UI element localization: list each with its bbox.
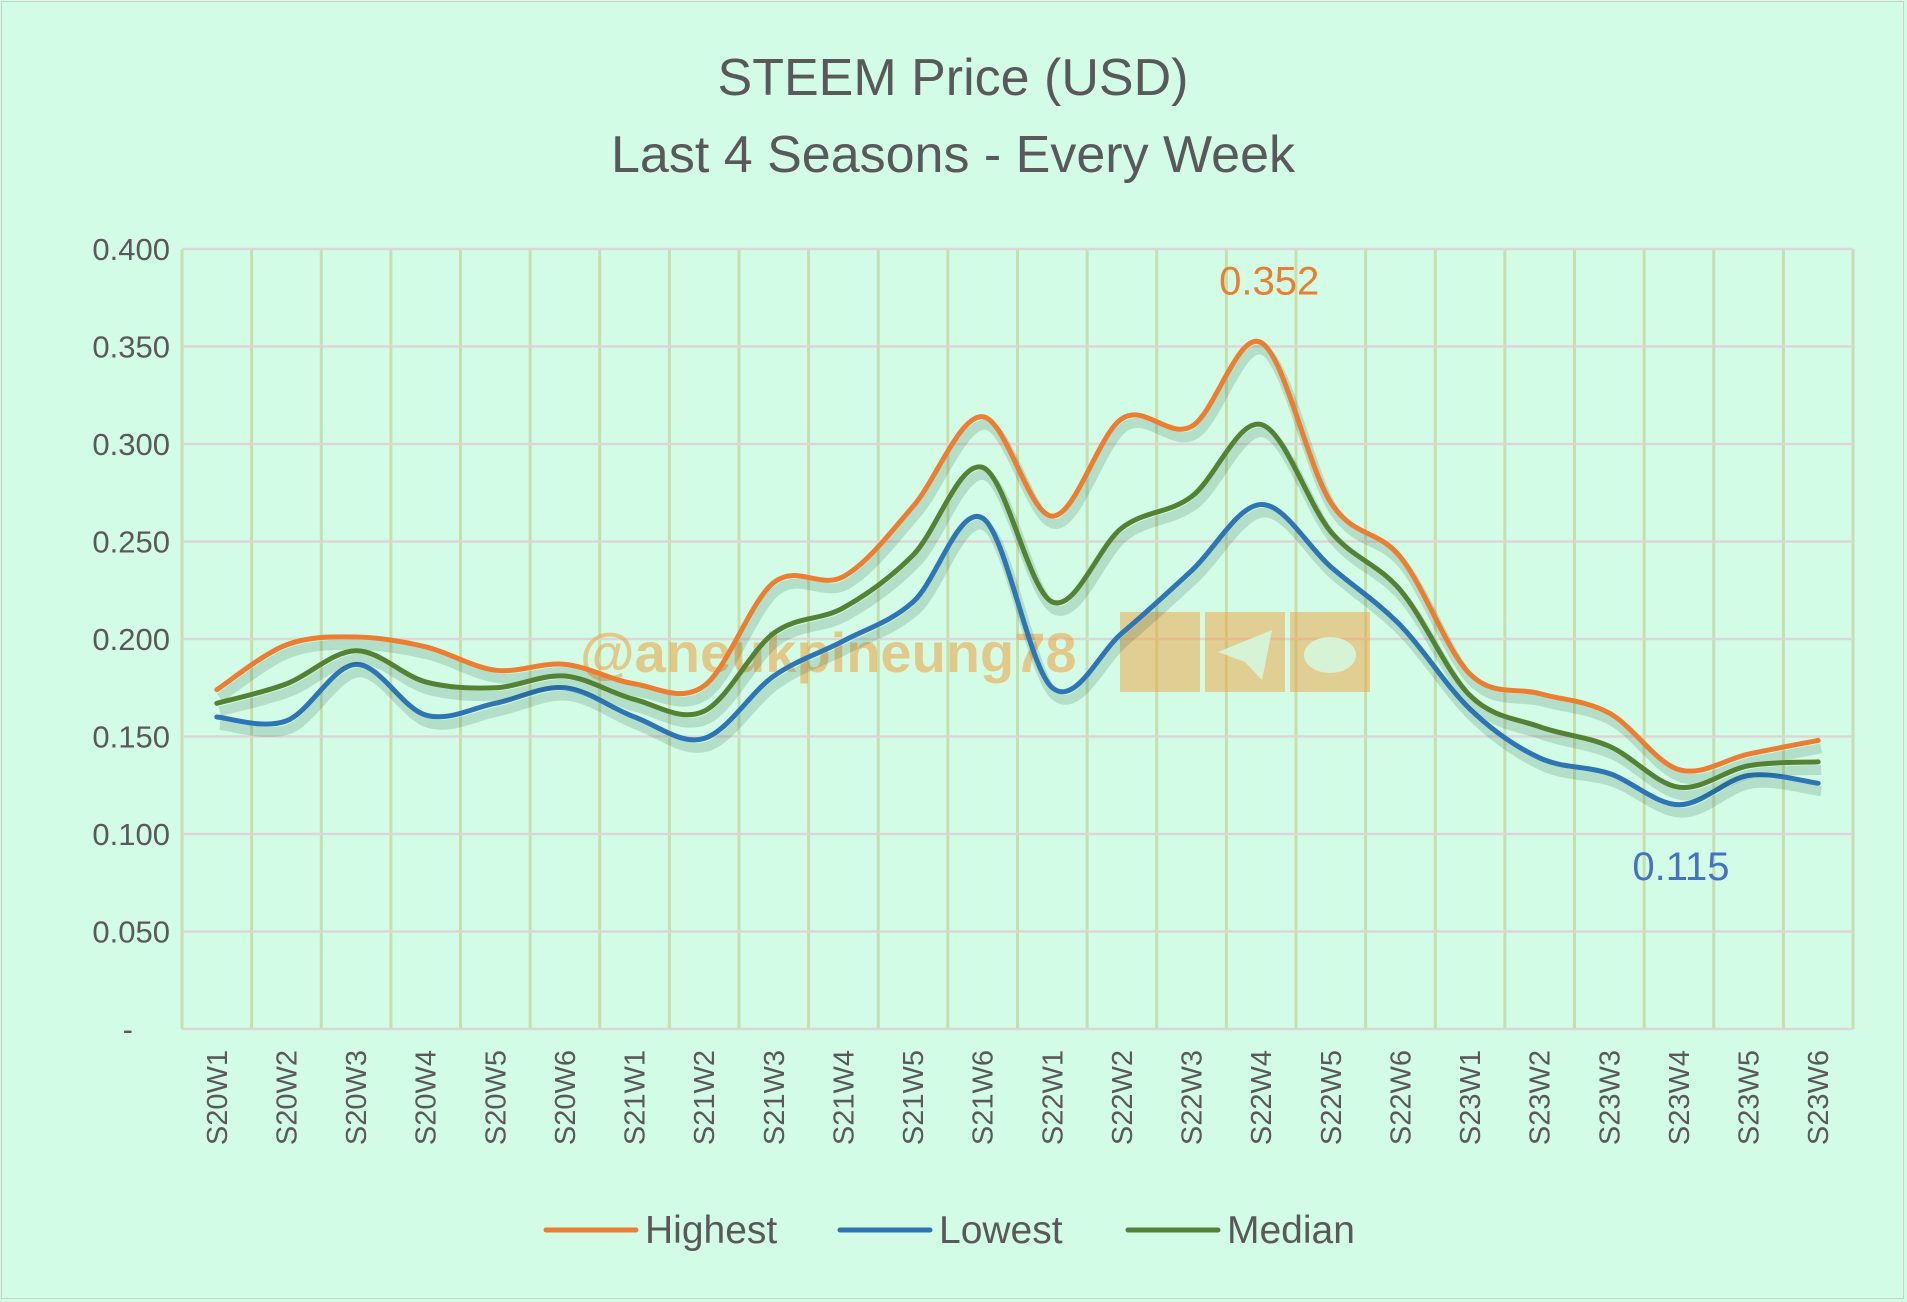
- series-line-lowest: [214, 501, 1821, 808]
- y-axis-ticks: - 0.050 0.100 0.150 0.200 0.250 0.300 0.350 0.40…: [92, 232, 170, 1047]
- legend-label: Median: [1227, 1209, 1355, 1252]
- series-lines: [214, 338, 1823, 818]
- discord-icon: [1290, 612, 1370, 692]
- chart-title: STEEM Price (USD): [718, 49, 1189, 107]
- telegram-icon: [1205, 612, 1285, 692]
- y-tick-label: 0.400: [92, 232, 170, 267]
- x-tick-label: S21W5: [898, 1050, 930, 1145]
- x-tick-label: S22W2: [1107, 1050, 1139, 1145]
- chart-subtitle: Last 4 Seasons - Every Week: [611, 126, 1296, 184]
- x-tick-label: S23W6: [1803, 1050, 1835, 1145]
- x-tick-label: S23W5: [1734, 1050, 1766, 1145]
- x-tick-label: S23W4: [1664, 1050, 1696, 1145]
- x-tick-label: S21W2: [689, 1050, 721, 1145]
- x-tick-label: S21W6: [968, 1050, 1000, 1145]
- y-tick-label: 0.350: [92, 330, 170, 365]
- series-line-highest: [214, 338, 1821, 774]
- x-tick-label: S23W3: [1594, 1050, 1626, 1145]
- x-tick-label: S20W4: [411, 1050, 443, 1145]
- x-tick-label: S21W4: [828, 1050, 860, 1145]
- x-tick-label: S20W3: [341, 1050, 373, 1145]
- y-tick-label: 0.300: [92, 427, 170, 462]
- series-line-median: [214, 421, 1821, 790]
- data-labels: 0.352 0.115: [1219, 260, 1729, 889]
- x-tick-label: S22W1: [1037, 1050, 1069, 1145]
- x-tick-label: S22W3: [1177, 1050, 1209, 1145]
- x-tick-label: S23W2: [1525, 1050, 1557, 1145]
- data-label: 0.352: [1219, 260, 1319, 304]
- x-tick-label: S22W5: [1316, 1050, 1348, 1145]
- y-tick-label: -: [123, 1012, 133, 1047]
- x-tick-label: S20W5: [480, 1050, 512, 1145]
- y-tick-label: 0.150: [92, 720, 170, 755]
- y-tick-label: 0.200: [92, 622, 170, 657]
- watermark-text: @aneukpineung78: [580, 621, 1076, 684]
- data-label: 0.115: [1632, 845, 1729, 889]
- y-tick-label: 0.050: [92, 915, 170, 950]
- x-axis-ticks: S20W1 S20W2 S20W3 S20W4 S20W5 S20W6 S21W1 S21W2…: [202, 1050, 1835, 1145]
- x-tick-label: S20W2: [271, 1050, 303, 1145]
- gridlines: [180, 247, 1855, 1031]
- legend-label: Lowest: [939, 1209, 1063, 1252]
- x-tick-label: S21W3: [759, 1050, 791, 1145]
- x-tick-label: S21W1: [620, 1050, 652, 1145]
- legend: Highest Lowest Median: [543, 1209, 1355, 1252]
- series-shadow: [217, 344, 1823, 785]
- x-tick-label: S22W4: [1246, 1050, 1278, 1145]
- x-tick-label: S20W6: [550, 1050, 582, 1145]
- y-tick-label: 0.250: [92, 525, 170, 560]
- x-tick-label: S22W6: [1385, 1050, 1417, 1145]
- legend-label: Highest: [645, 1209, 777, 1252]
- y-tick-label: 0.100: [92, 817, 170, 852]
- x-tick-label: S20W1: [202, 1050, 234, 1145]
- watermark: @aneukpineung78: [580, 612, 1370, 692]
- x-tick-label: S23W1: [1455, 1050, 1487, 1145]
